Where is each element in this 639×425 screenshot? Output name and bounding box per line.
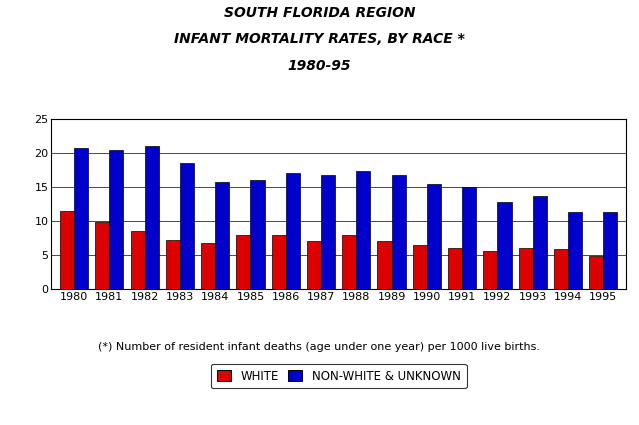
Bar [166, 240, 180, 289]
Bar [74, 147, 88, 289]
Bar [392, 176, 406, 289]
Bar [144, 146, 158, 289]
Bar [483, 251, 497, 289]
Bar [236, 235, 250, 289]
Bar [321, 176, 335, 289]
Bar [448, 248, 462, 289]
Bar [554, 249, 568, 289]
Bar [427, 184, 441, 289]
Bar [589, 256, 603, 289]
Bar [215, 182, 229, 289]
Bar [307, 241, 321, 289]
Bar [462, 187, 476, 289]
Legend: WHITE, NON-WHITE & UNKNOWN: WHITE, NON-WHITE & UNKNOWN [211, 364, 466, 388]
Bar [180, 162, 194, 289]
Bar [497, 202, 512, 289]
Text: SOUTH FLORIDA REGION: SOUTH FLORIDA REGION [224, 6, 415, 20]
Bar [519, 247, 533, 289]
Bar [130, 231, 144, 289]
Bar [286, 173, 300, 289]
Bar [378, 241, 392, 289]
Bar [413, 245, 427, 289]
Bar [357, 171, 371, 289]
Bar [250, 180, 265, 289]
Bar [60, 211, 74, 289]
Bar [568, 212, 582, 289]
Bar [603, 212, 617, 289]
Bar [109, 150, 123, 289]
Text: (*) Number of resident infant deaths (age under one year) per 1000 live births.: (*) Number of resident infant deaths (ag… [98, 342, 541, 352]
Bar [201, 243, 215, 289]
Text: 1980-95: 1980-95 [288, 59, 351, 73]
Bar [343, 235, 357, 289]
Bar [272, 235, 286, 289]
Text: INFANT MORTALITY RATES, BY RACE *: INFANT MORTALITY RATES, BY RACE * [174, 32, 465, 46]
Bar [95, 222, 109, 289]
Bar [533, 196, 547, 289]
